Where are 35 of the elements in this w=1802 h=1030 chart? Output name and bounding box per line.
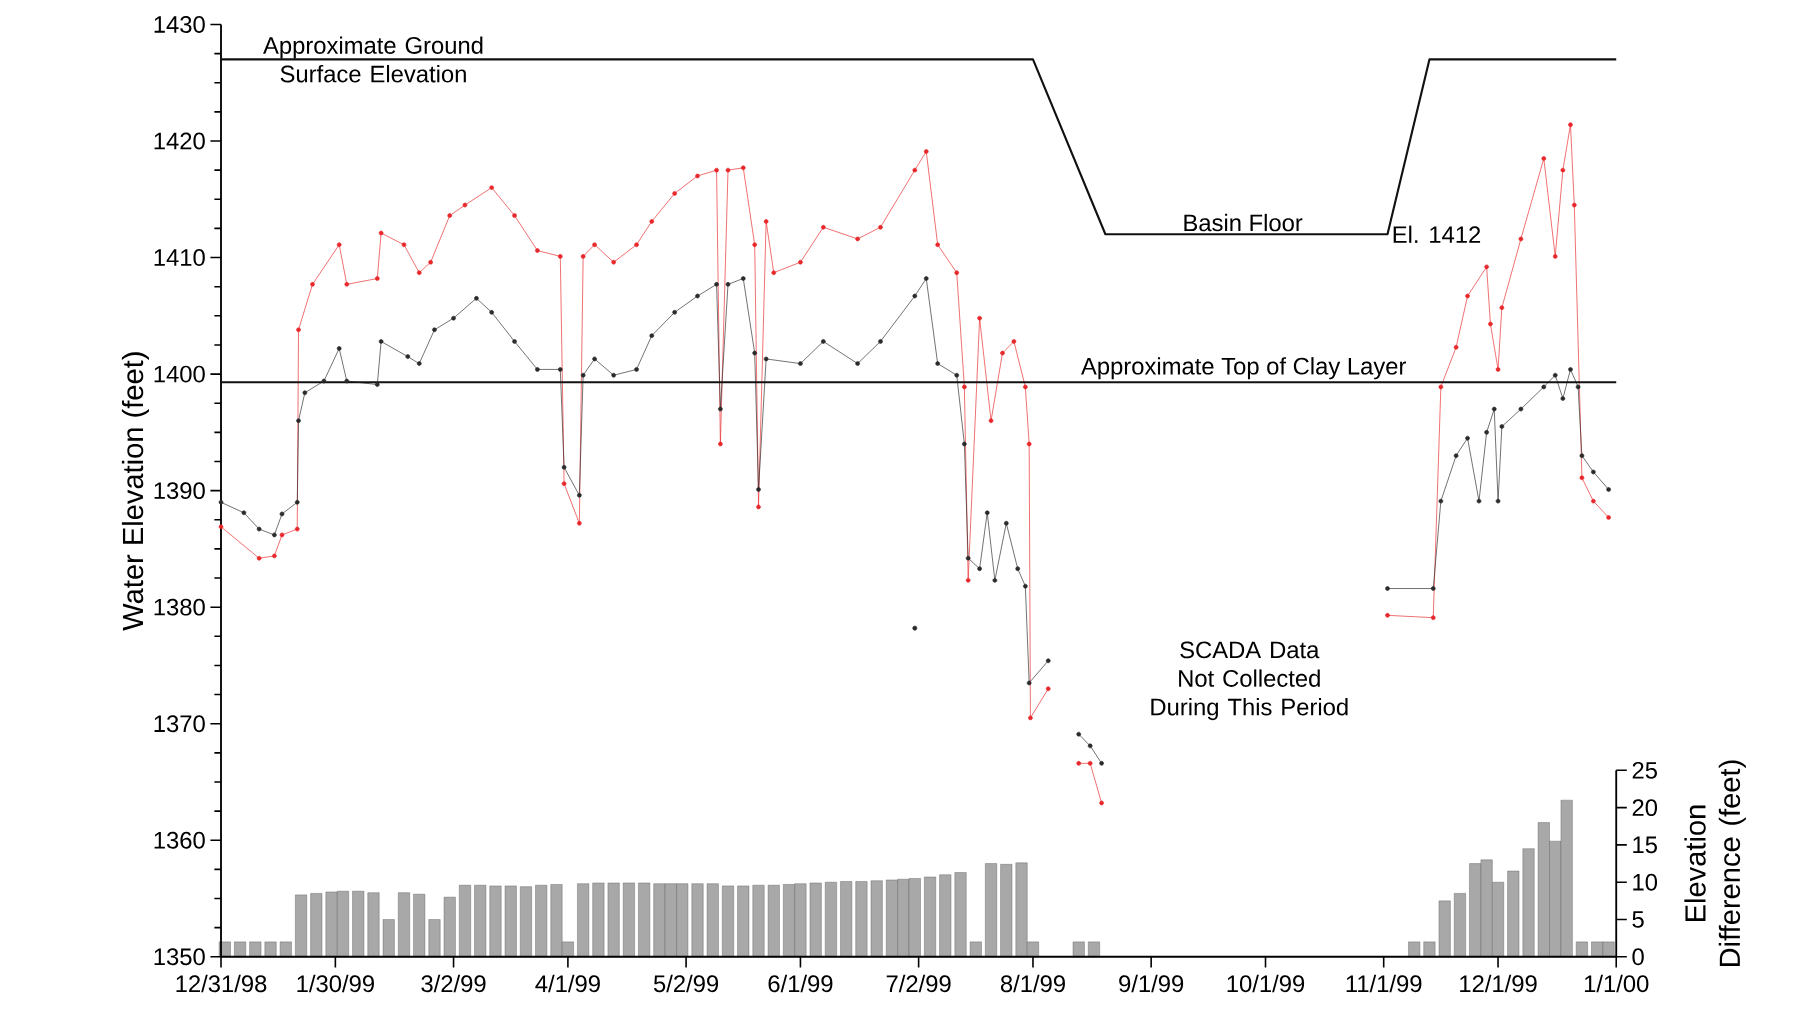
annotation: Approximate Ground Surface Elevation	[263, 36, 483, 83]
x-tick-label: 11/1/99	[1346, 974, 1422, 993]
y2-tick-label: 15	[1633, 836, 1657, 854]
x-tick-label: 5/2/99	[653, 974, 719, 993]
y-tick-label: 1350	[154, 948, 205, 966]
y-tick-label: 1420	[154, 132, 205, 150]
x-tick-label: 3/2/99	[421, 974, 486, 993]
y-axis-title: Water Elevation (feet)	[121, 352, 149, 631]
y2-tick-label: 25	[1632, 762, 1657, 779]
y2-tick-label: 10	[1633, 874, 1658, 891]
y2-axis-title: Elevation Difference (feet)	[1684, 760, 1746, 967]
x-tick-label: 9/1/99	[1119, 974, 1184, 993]
y-tick-label: 1370	[154, 715, 205, 733]
y-tick-label: 1430	[154, 16, 205, 34]
x-tick-label: 8/1/99	[1000, 974, 1065, 993]
y2-tick-label: 20	[1632, 799, 1658, 817]
x-tick-label: 12/1/99	[1460, 974, 1537, 993]
ref-line-label: Approximate Top of Clay Layer	[1081, 357, 1406, 380]
y2-tick-label: 0	[1632, 948, 1644, 966]
y2-tick-label: 5	[1632, 911, 1644, 929]
x-tick-label: 4/1/99	[535, 974, 600, 993]
y-tick-label: 1360	[154, 832, 205, 849]
y-tick-label: 1390	[154, 482, 205, 500]
annotation: Basin Floor	[1184, 214, 1303, 232]
y-tick-label: 1380	[154, 598, 205, 616]
x-tick-label: 1/30/99	[297, 974, 374, 993]
x-tick-label: 6/1/99	[768, 974, 833, 993]
annotation: El. 1412	[1393, 225, 1481, 244]
y-tick-label: 1410	[154, 249, 205, 267]
x-tick-label: 12/31/98	[176, 974, 267, 993]
annotation: SCADA Data Not Collected During This Period	[1151, 641, 1348, 721]
x-tick-label: 7/2/99	[886, 974, 951, 993]
x-tick-label: 1/1/00	[1584, 974, 1649, 993]
y-tick-label: 1400	[154, 365, 205, 383]
x-tick-label: 10/1/99	[1227, 974, 1305, 993]
